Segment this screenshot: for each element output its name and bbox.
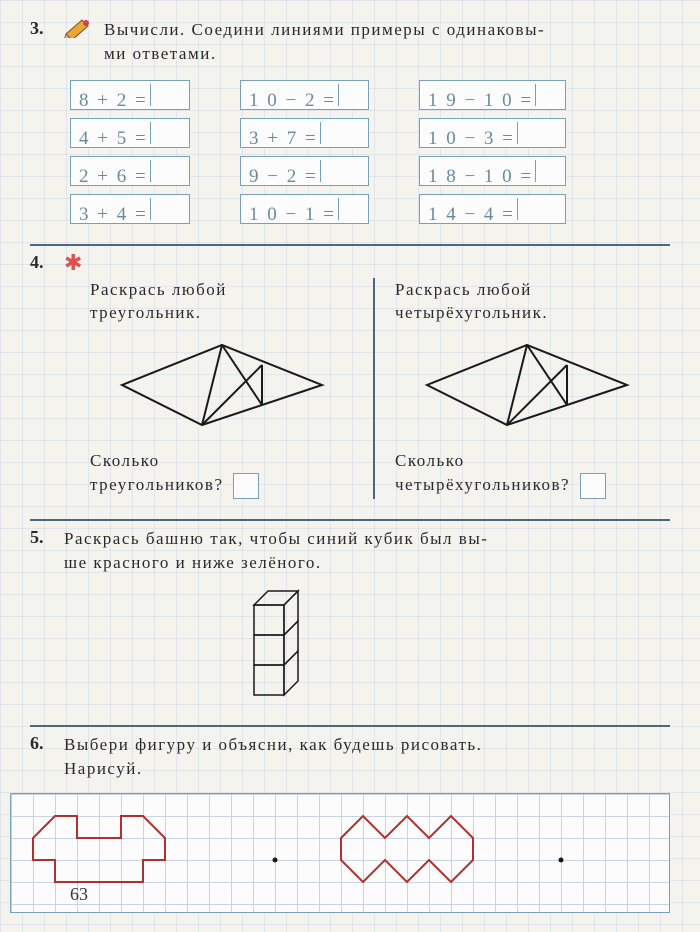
ex4-left-q1: Сколько: [90, 449, 353, 473]
equation-box[interactable]: 8 + 2 =: [70, 80, 190, 110]
ex4-right-q1: Сколько: [395, 449, 658, 473]
equation-box[interactable]: 1 9 − 1 0 =: [419, 80, 566, 110]
star-icon: ✱: [64, 252, 82, 274]
exercise-6: 6. Выбери фигуру и объясни, как будешь р…: [30, 733, 670, 913]
pencil-icon: [64, 18, 92, 38]
eq-col-2: 1 0 − 2 = 3 + 7 = 9 − 2 = 1 0 − 1 =: [240, 80, 369, 224]
equation-box[interactable]: 9 − 2 =: [240, 156, 369, 186]
ex4-left-column: Раскрась любой треугольник. Сколько треу…: [78, 278, 365, 500]
triangle-shape-diagram[interactable]: [102, 335, 342, 435]
ex4-left-title-2: треугольник.: [90, 301, 353, 325]
vertical-divider: [373, 278, 375, 500]
drawing-grid[interactable]: [10, 793, 670, 913]
equation-grid: 8 + 2 = 4 + 5 = 2 + 6 = 3 + 4 = 1 0 − 2 …: [70, 80, 670, 224]
ex5-instruction-1: Раскрась башню так, чтобы синий кубик бы…: [64, 527, 488, 551]
ex3-instruction-2: ми ответами.: [104, 42, 545, 66]
equation-box[interactable]: 4 + 5 =: [70, 118, 190, 148]
ex4-left-q2: треугольников?: [90, 475, 223, 494]
divider: [30, 244, 670, 246]
exercise-number: 5.: [30, 527, 52, 548]
exercise-number: 6.: [30, 733, 52, 754]
ex6-instruction-1: Выбери фигуру и объясни, как будешь рисо…: [64, 733, 482, 757]
quad-shape-diagram[interactable]: [407, 335, 647, 435]
exercise-number: 3.: [30, 18, 52, 39]
answer-box[interactable]: [233, 473, 259, 499]
page-number: 63: [70, 884, 88, 905]
divider: [30, 725, 670, 727]
equation-box[interactable]: 1 0 − 1 =: [240, 194, 369, 224]
ex4-right-q2: четырёхугольников?: [395, 475, 570, 494]
ex5-instruction-2: ше красного и ниже зелёного.: [64, 551, 488, 575]
ex4-left-title-1: Раскрась любой: [90, 278, 353, 302]
equation-box[interactable]: 3 + 4 =: [70, 194, 190, 224]
cube-tower-diagram[interactable]: [236, 585, 316, 705]
ex4-right-column: Раскрась любой четырёхугольник. Сколько …: [383, 278, 670, 500]
exercise-5: 5. Раскрась башню так, чтобы синий кубик…: [30, 527, 670, 705]
equation-box[interactable]: 1 0 − 3 =: [419, 118, 566, 148]
exercise-3: 3. Вычисли. Соедини линиями примеры с од…: [30, 18, 670, 224]
ex3-instruction-1: Вычисли. Соедини линиями примеры с одина…: [104, 18, 545, 42]
equation-box[interactable]: 1 4 − 4 =: [419, 194, 566, 224]
divider: [30, 519, 670, 521]
equation-box[interactable]: 3 + 7 =: [240, 118, 369, 148]
exercise-number: 4.: [30, 252, 52, 273]
eq-col-3: 1 9 − 1 0 = 1 0 − 3 = 1 8 − 1 0 = 1 4 − …: [419, 80, 566, 224]
eq-col-1: 8 + 2 = 4 + 5 = 2 + 6 = 3 + 4 =: [70, 80, 190, 224]
equation-box[interactable]: 1 0 − 2 =: [240, 80, 369, 110]
exercise-4: 4. ✱ Раскрась любой треугольник. Сколько…: [30, 252, 670, 500]
equation-box[interactable]: 1 8 − 1 0 =: [419, 156, 566, 186]
ex4-right-title-2: четырёхугольник.: [395, 301, 658, 325]
equation-box[interactable]: 2 + 6 =: [70, 156, 190, 186]
answer-box[interactable]: [580, 473, 606, 499]
ex6-instruction-2: Нарисуй.: [64, 757, 482, 781]
ex4-right-title-1: Раскрась любой: [395, 278, 658, 302]
